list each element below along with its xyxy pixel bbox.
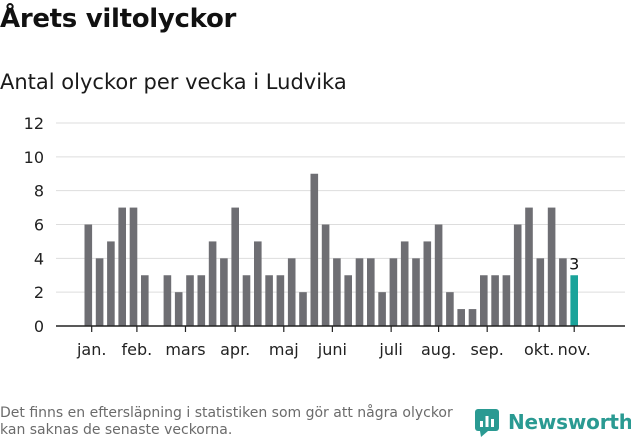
bar — [434, 224, 443, 326]
footnote: Det finns en eftersläpning i statistiken… — [0, 405, 453, 438]
y-tick-label: 12 — [24, 114, 44, 133]
bar — [559, 258, 567, 326]
bar — [321, 224, 330, 326]
bar — [400, 241, 409, 326]
x-tick-label: apr. — [220, 340, 250, 359]
bar — [480, 275, 488, 326]
data-labels: 3 — [569, 254, 579, 273]
bar — [412, 258, 420, 326]
bar — [129, 207, 138, 326]
bar — [378, 292, 386, 326]
x-tick-label: okt. — [524, 340, 554, 359]
bar — [547, 207, 556, 326]
bar — [118, 207, 126, 326]
bar — [468, 309, 477, 326]
brand-logo[interactable]: Newsworthy — [474, 408, 631, 442]
bar — [163, 275, 172, 326]
x-tick-label: aug. — [421, 340, 456, 359]
bar — [254, 241, 262, 326]
bars — [84, 173, 578, 326]
bar — [310, 173, 319, 326]
x-axis — [56, 325, 625, 332]
bar — [208, 241, 217, 326]
bar — [276, 275, 285, 326]
x-tick-label: maj — [269, 340, 299, 359]
bar — [355, 258, 364, 326]
x-tick-label: juni — [317, 340, 347, 359]
x-tick-label: mars — [165, 340, 205, 359]
x-tick-label: feb. — [122, 340, 153, 359]
bar — [513, 224, 522, 326]
x-tick-label: nov. — [558, 340, 591, 359]
bar — [197, 275, 206, 326]
bar — [423, 241, 432, 326]
y-tick-label: 0 — [34, 317, 44, 336]
bar — [265, 275, 273, 326]
x-tick-label: juli — [378, 340, 402, 359]
bar — [446, 292, 454, 326]
bar — [186, 275, 194, 326]
y-tick-label: 8 — [34, 182, 44, 201]
x-axis-tick-labels: jan. feb. mars apr. maj juni juli aug. sep. okt. n… — [76, 340, 591, 359]
bar — [344, 275, 352, 326]
chart-subtitle: Antal olyckor per vecka i Ludvika — [0, 70, 347, 94]
bar — [84, 224, 93, 326]
bar — [502, 275, 511, 326]
data-label: 3 — [569, 254, 579, 273]
y-tick-label: 6 — [34, 216, 44, 235]
bar — [220, 258, 228, 326]
chart-title: Årets viltolyckor — [0, 4, 237, 34]
bar — [141, 275, 149, 326]
bar — [491, 275, 499, 326]
brand-name: Newsworthy — [508, 410, 631, 434]
bar — [107, 241, 115, 326]
bar — [367, 258, 375, 326]
bar — [95, 258, 104, 326]
bar — [174, 292, 183, 326]
y-axis-tick-labels: 0 2 4 6 8 10 12 — [24, 114, 44, 336]
bar-chart: 0 2 4 6 8 10 12 jan. feb. mars apr. maj juni juli aug… — [24, 114, 625, 359]
bar — [536, 258, 545, 326]
y-tick-label: 4 — [34, 249, 44, 268]
bar — [242, 275, 251, 326]
x-tick-label: sep. — [470, 340, 503, 359]
y-tick-label: 10 — [24, 148, 44, 167]
x-tick-label: jan. — [76, 340, 106, 359]
bar — [525, 207, 533, 326]
bar — [457, 309, 465, 326]
bar — [333, 258, 341, 326]
bar — [299, 292, 307, 326]
y-tick-label: 2 — [34, 283, 44, 302]
bar — [287, 258, 296, 326]
bar — [231, 207, 239, 326]
bar-highlight — [570, 275, 578, 326]
newsworthy-logo-icon — [475, 409, 499, 437]
bar — [389, 258, 398, 326]
